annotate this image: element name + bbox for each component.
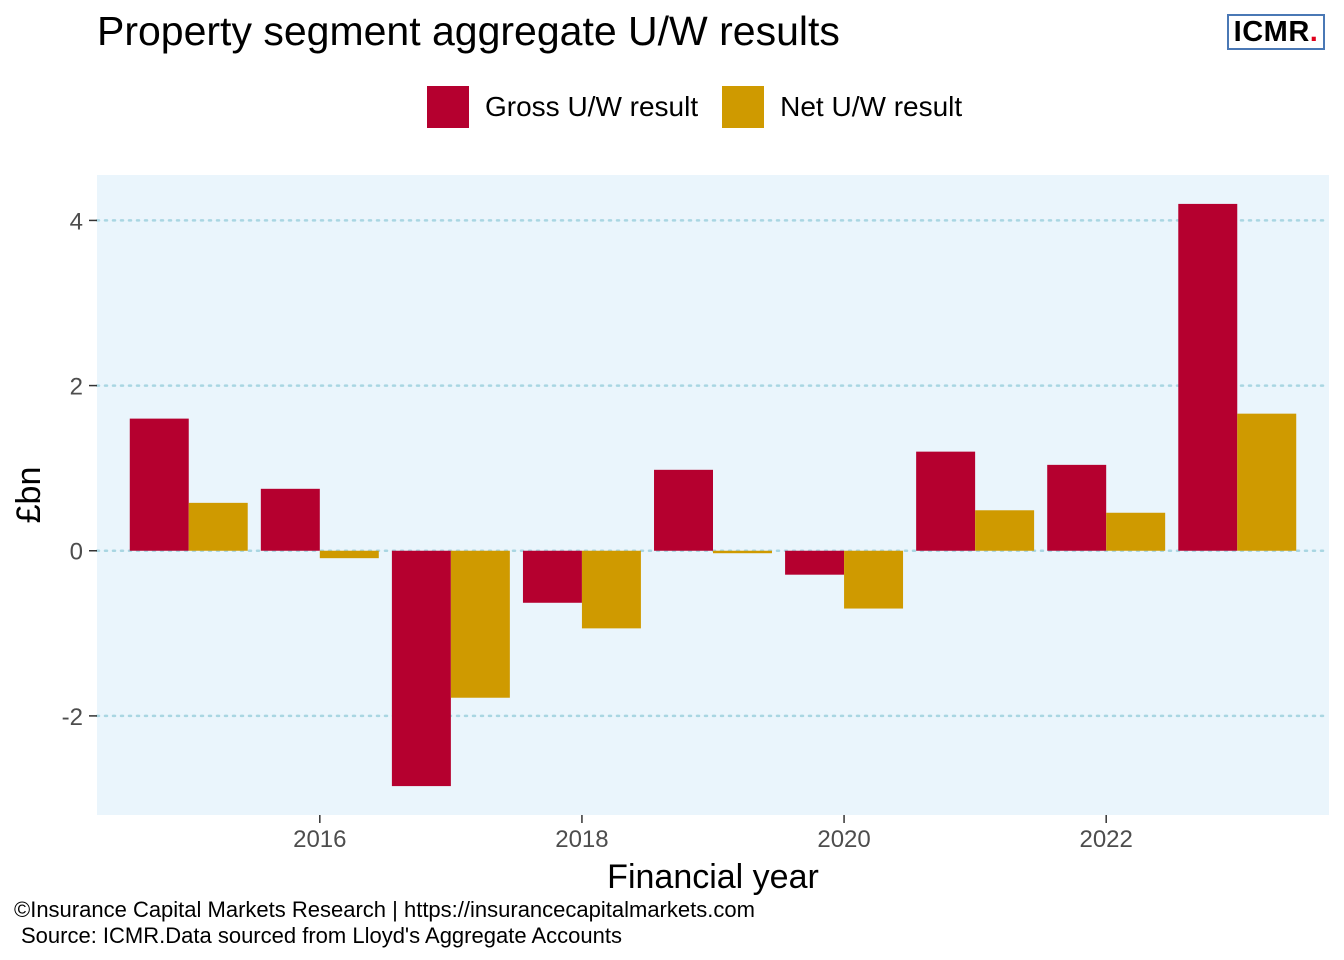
bar-gross xyxy=(260,488,320,551)
y-tick-label: 4 xyxy=(70,208,83,235)
chart-title: Property segment aggregate U/W results xyxy=(97,8,840,54)
bar-net xyxy=(1237,413,1297,551)
y-tick-label: 0 xyxy=(70,539,83,566)
bar-gross xyxy=(391,550,451,787)
x-tick-label: 2022 xyxy=(1079,826,1132,853)
x-tick-label: 2016 xyxy=(293,826,346,853)
bar-gross xyxy=(522,550,582,603)
logo-dot: . xyxy=(1309,15,1319,48)
legend: Gross U/W result Net U/W result xyxy=(427,86,986,128)
x-tick-label: 2018 xyxy=(555,826,608,853)
copyright-line: ©Insurance Capital Markets Research | ht… xyxy=(14,897,755,922)
icmr-logo: ICMR. xyxy=(1227,14,1325,50)
legend-label-net: Net U/W result xyxy=(780,91,963,122)
legend-item-net: Net U/W result xyxy=(722,86,962,128)
bar-gross xyxy=(1047,464,1107,551)
bar-net xyxy=(450,550,510,698)
y-axis-title: £bn xyxy=(10,467,48,524)
bar-gross xyxy=(916,451,976,551)
bar-net xyxy=(975,510,1035,551)
bar-net xyxy=(713,550,772,554)
x-tick-label: 2020 xyxy=(817,826,870,853)
source-line: Source: ICMR.Data sourced from Lloyd's A… xyxy=(21,923,622,948)
bar-net xyxy=(1106,512,1166,551)
bar-net xyxy=(581,550,641,629)
bar-net xyxy=(844,550,904,609)
legend-item-gross: Gross U/W result xyxy=(427,86,698,128)
legend-swatch-gross xyxy=(427,86,469,128)
x-axis-title: Financial year xyxy=(607,858,819,896)
y-tick-label: 2 xyxy=(70,374,83,401)
bar-gross xyxy=(1178,203,1238,551)
bar-gross xyxy=(129,418,189,551)
y-tick-label: -2 xyxy=(62,704,83,731)
legend-label-gross: Gross U/W result xyxy=(485,91,699,122)
bar-net xyxy=(319,550,379,559)
bar-gross xyxy=(785,550,845,575)
bar-net xyxy=(188,502,248,551)
legend-swatch-net xyxy=(722,86,765,128)
footer: ©Insurance Capital Markets Research | ht… xyxy=(14,897,755,949)
bar-gross xyxy=(654,469,713,551)
logo-text: ICMR xyxy=(1233,15,1310,48)
